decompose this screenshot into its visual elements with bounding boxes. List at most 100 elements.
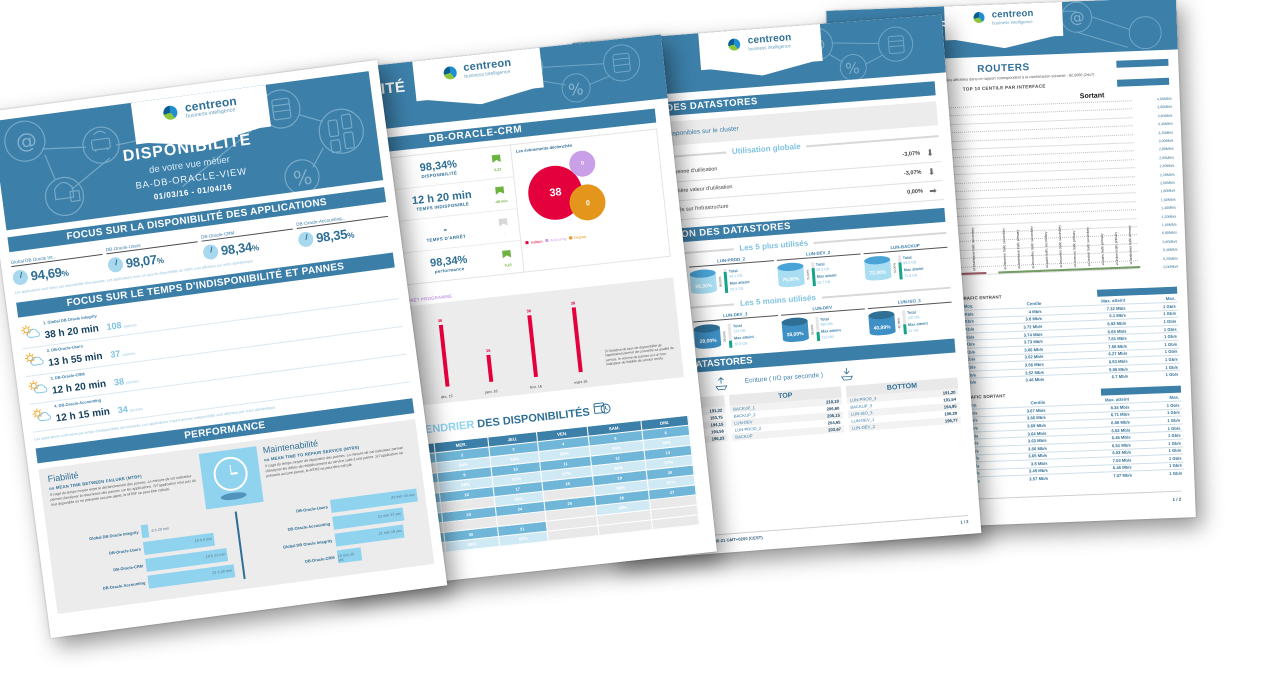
gauge-icon xyxy=(202,243,220,261)
stat-body: 12 h 20 min TEMPS INDISPONIBLE xyxy=(411,188,473,212)
chart-y-axis: 4,00Mb/s 3,80Mb/s 3,60Mb/s 3,40Mb/s 3,20Mb/s… xyxy=(1132,96,1178,269)
centreon-mark-icon xyxy=(728,37,741,51)
datastore-body: 29,00% 29,00% Total 124 GB Max atteint 30.9 G… xyxy=(693,319,780,351)
evolution-chart-note: Si l'analyse de taux de disponibilité de… xyxy=(604,342,675,367)
evolution-bar-6: 38 xyxy=(570,300,583,373)
stat-indicator: 0,23 xyxy=(491,247,523,268)
datastore-body: 75,00% 75,00% Total 38.3 GB Max atteint 28.7 … xyxy=(776,257,863,290)
y-tick-label: 0,80Mb/s xyxy=(1162,230,1178,236)
sun-cloud-icon xyxy=(21,325,40,339)
iops-table-2[interactable]: TOP BACKUP_1 210,19 BACKUP_2 206,60 LUN-DEV 20… xyxy=(729,386,845,441)
legend-item-1: Indispo. xyxy=(525,239,546,245)
weather-icon xyxy=(27,378,51,399)
y-tick-label: 2,20Mb/s xyxy=(1159,172,1175,177)
datastore-body: 38,00% 38,00% Total 560 MB Max atteint 213 MB xyxy=(780,312,867,344)
clock-icon xyxy=(211,454,250,493)
perf-bar-value: 18 h 9 min xyxy=(194,537,213,544)
trend-right-icon: ➡ xyxy=(928,184,938,196)
table-cell: 1 Gb/s xyxy=(1133,469,1185,479)
evolution-x-label-6: mars 16 xyxy=(574,379,588,385)
global-delta: 0,00% xyxy=(906,188,924,196)
chart-series-sortant: et-lisbonne trafic secondary et-bratislav… xyxy=(992,100,1141,274)
perf-bar: 19 min 29 sec xyxy=(336,547,363,564)
datastore-tube-label: 72,00% xyxy=(892,262,897,274)
bar-label: et-paris trafic secondary xyxy=(1043,231,1049,268)
flag-icon xyxy=(502,249,512,258)
centreon-mark-icon xyxy=(442,65,458,80)
svg-text:%: % xyxy=(567,79,584,100)
bar-label: et-london trafic secondary xyxy=(1085,226,1092,267)
svg-text:@: @ xyxy=(14,128,38,155)
outage-row-4: 4. DB-Oracle-Accounting 12 h 15 min 34pann… xyxy=(29,354,411,433)
mtrs-bars: DB-Oracle-Users 22 min 34 sec DB-Oracle-Ac… xyxy=(245,488,425,578)
datastore-tube-label: 29,00% xyxy=(722,330,728,342)
evolution-bar-value: 38 xyxy=(570,300,576,306)
sun-cloud-icon xyxy=(32,408,51,422)
perf-bar-value: 19 h 13 min xyxy=(205,552,226,560)
datastore-tube xyxy=(723,268,729,293)
report-page-traffic[interactable]: @ RAPPORT DE TRAFIC MOYENNE & CENTILE 24… xyxy=(826,0,1196,531)
bar-label: et-bruxelles trafic secondary xyxy=(1029,225,1035,269)
datastore-2: LUN-DEV_3 29,00% 29,00% Total 124 GB Max atte… xyxy=(693,309,780,351)
gauge-icon xyxy=(11,269,29,286)
kpi-value: 98,35% xyxy=(315,226,355,246)
datastore-4: LUN-ISO_3 40,89% 40,89% Total 100 GB Max atte… xyxy=(867,295,954,338)
y-tick-label: 4,00Mb/s xyxy=(1156,96,1172,102)
perf-bar-value: 22 min 34 sec xyxy=(390,493,415,501)
evolution-x-label-3: déc. 15 xyxy=(440,394,453,400)
report-page-availability-view[interactable]: @ % centreon business intelligence DISPO… xyxy=(0,59,448,639)
y-tick-label: 3,60Mb/s xyxy=(1157,113,1173,119)
outage-row-1: 1. Global DB Oracle Integrity 38 h 20 min… xyxy=(18,271,399,350)
flag-icon xyxy=(491,153,502,163)
bar-label: et-bratislava trafic primary xyxy=(1127,225,1134,265)
evolution-x-label-4: janv. 16 xyxy=(485,389,498,395)
brand-tagline: business intelligence xyxy=(991,18,1033,26)
iops-title: Ecriture ( I/O par seconde ) xyxy=(744,371,824,385)
perf-bar-value: 21 min 37 sec xyxy=(377,512,402,520)
datastore-cylinder-icon: 75,00% xyxy=(776,261,805,290)
datastore-tube-label: 38,00% xyxy=(809,323,815,335)
datastore-cylinder-icon: 86,00% xyxy=(689,268,718,297)
datastore-info: Total 34.1 GB Max atteint 29.3 GB xyxy=(728,268,750,292)
kpi-value: 98,34% xyxy=(220,239,260,259)
least-used-title: Les 5 moins utilisés xyxy=(739,293,817,308)
report-page-cluster[interactable]: @ % CLUSTER ESX-Servers centreon busines… xyxy=(572,14,982,562)
datastore-3: LUN-DEV 38,00% 38,00% Total 560 MB Max attein… xyxy=(780,302,867,344)
sun-cloud-icon xyxy=(24,353,44,366)
y-tick-label: 2,00Mb/s xyxy=(1160,180,1176,186)
datastore-info: Total 38.3 GB Max atteint 28.7 GB xyxy=(815,261,837,285)
datastore-3: LUN-DEV_2 75,00% 75,00% Total 38.3 GB Max att… xyxy=(775,247,863,290)
datastore-info: Total 100 GB Max atteint 41 GB xyxy=(906,309,928,333)
y-tick-label: 3,00Mb/s xyxy=(1158,138,1174,144)
weather-icon xyxy=(19,323,43,344)
trend-down-icon: ⬇ xyxy=(925,147,935,158)
datastore-cylinder-icon: 29,00% xyxy=(693,323,722,351)
kpi-value: 94,69% xyxy=(29,264,70,284)
y-tick-label: 2,60Mb/s xyxy=(1159,155,1175,161)
datastore-tube-label: 40,89% xyxy=(896,317,902,329)
y-tick-label: 2,40Mb/s xyxy=(1159,163,1175,169)
calendar-header: CALENDRIER DES DISPONIBILITÉS xyxy=(312,389,702,449)
page3-footer-right: 1 / 2 xyxy=(960,519,969,525)
datastore-body: 72,00% 72,00% Total 99.8 GB Max atteint 71.9 … xyxy=(863,251,950,283)
y-tick-label: 1,20Mb/s xyxy=(1161,214,1177,219)
bar-label: et-bruxelles trafic secondary xyxy=(1057,224,1064,268)
flag-icon xyxy=(495,185,505,195)
page4-page-number: 1 / 2 xyxy=(1172,496,1182,502)
stat-indicator: - xyxy=(488,215,520,236)
evolution-bar-4: 16 xyxy=(486,347,494,382)
centreon-mark-icon xyxy=(973,12,985,24)
decor-bar xyxy=(1116,58,1169,68)
datastore-info: Total 560 MB Max atteint 213 MB xyxy=(819,316,841,340)
legend-item-2: Arrêt prog. xyxy=(545,237,569,244)
svg-text:%: % xyxy=(292,165,314,191)
outage-rows: 1. Global DB Oracle Integrity 38 h 20 min… xyxy=(9,270,420,434)
y-tick-label: 0,20Mb/s xyxy=(1163,256,1178,261)
y-tick-label: 0,40Mb/s xyxy=(1162,247,1178,253)
bar-label: et-paris trafic primary xyxy=(1100,233,1106,266)
centreon-logo: centreon business intelligence xyxy=(698,23,823,71)
iops-table-3[interactable]: BOTTOM LUN-PROD_3 191,20 BACKUP_3 191,54 LUN-… xyxy=(845,377,961,432)
perf-bar xyxy=(140,524,150,539)
stat-indicator: 0,23 xyxy=(481,152,513,173)
